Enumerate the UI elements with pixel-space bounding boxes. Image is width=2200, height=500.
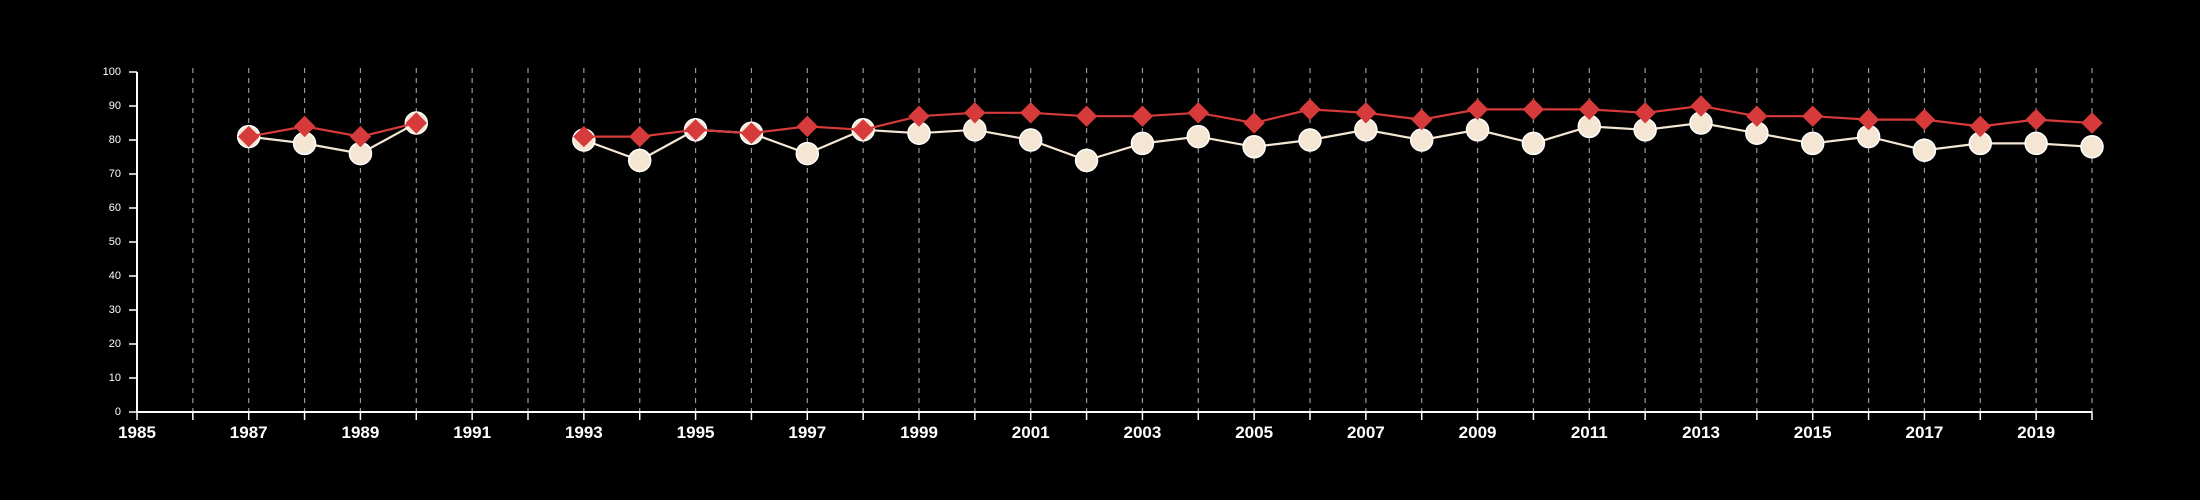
data-point bbox=[1411, 108, 1433, 131]
series-line bbox=[248, 122, 417, 155]
series-line bbox=[583, 104, 2093, 138]
data-point bbox=[1578, 98, 1600, 121]
data-point bbox=[1298, 128, 1322, 152]
data-point bbox=[796, 115, 818, 138]
data-point bbox=[1299, 98, 1321, 121]
data-point bbox=[2080, 135, 2104, 159]
data-point bbox=[2025, 108, 2047, 131]
data-point bbox=[1020, 102, 1042, 124]
x-tick-label: 2007 bbox=[1347, 423, 1385, 442]
data-point bbox=[740, 122, 763, 144]
data-point bbox=[1746, 105, 1768, 127]
y-tick-label: 70 bbox=[109, 168, 121, 180]
x-tick-label: 2005 bbox=[1235, 423, 1273, 442]
data-point bbox=[1074, 148, 1099, 173]
data-point bbox=[405, 112, 427, 134]
data-point bbox=[1913, 108, 1936, 131]
data-point bbox=[852, 119, 874, 141]
data-point bbox=[1969, 115, 1991, 138]
data-point bbox=[1802, 105, 1824, 127]
y-tick-label: 90 bbox=[109, 100, 121, 112]
x-tick-label: 1989 bbox=[342, 423, 380, 442]
x-tick-label: 2017 bbox=[1906, 423, 1944, 442]
data-point bbox=[1018, 128, 1043, 152]
y-tick-label: 50 bbox=[109, 236, 121, 248]
y-tick-label: 10 bbox=[109, 372, 121, 384]
data-point bbox=[1912, 138, 1937, 162]
series-0 bbox=[236, 111, 2104, 173]
data-point bbox=[908, 105, 930, 127]
data-point bbox=[1242, 135, 1266, 159]
data-point bbox=[1186, 124, 1211, 149]
data-point bbox=[1187, 102, 1209, 124]
x-tick-label: 2013 bbox=[1682, 423, 1720, 442]
data-point bbox=[1131, 105, 1154, 127]
y-tick-label: 100 bbox=[103, 66, 121, 78]
ticks: 0 10 20 30 40 50 60 70 80 90 100 1985 1987 1989 1991 19… bbox=[103, 66, 2093, 442]
x-tick-label: 1999 bbox=[900, 423, 938, 442]
data-point bbox=[1522, 98, 1545, 121]
data-point bbox=[1466, 98, 1489, 121]
data-point bbox=[1243, 112, 1265, 134]
x-tick-label: 1991 bbox=[453, 423, 491, 442]
y-tick-label: 0 bbox=[115, 406, 121, 418]
data-point bbox=[1690, 95, 1712, 117]
x-tick-label: 1995 bbox=[677, 423, 715, 442]
data-point bbox=[795, 141, 820, 166]
data-point bbox=[1075, 105, 1098, 127]
data-point bbox=[627, 148, 652, 173]
x-tick-label: 2019 bbox=[2017, 423, 2055, 442]
x-tick-label: 2001 bbox=[1012, 423, 1050, 442]
data-point bbox=[1465, 118, 1490, 142]
x-tick-label: 2015 bbox=[1794, 423, 1832, 442]
data-point bbox=[1857, 108, 1880, 131]
data-point bbox=[2024, 131, 2048, 156]
series-line bbox=[248, 121, 417, 138]
data-point bbox=[293, 115, 316, 138]
data-point bbox=[573, 125, 595, 148]
x-tick-label: 1985 bbox=[118, 423, 156, 442]
data-point bbox=[1409, 128, 1434, 152]
series-layer bbox=[236, 95, 2104, 173]
y-tick-label: 80 bbox=[109, 134, 121, 146]
x-tick-label: 1993 bbox=[565, 423, 603, 442]
data-point bbox=[1355, 102, 1377, 124]
y-tick-label: 30 bbox=[109, 304, 121, 316]
data-point bbox=[349, 125, 372, 148]
data-point bbox=[964, 102, 986, 124]
y-tick-label: 20 bbox=[109, 338, 121, 350]
data-point bbox=[1521, 131, 1546, 156]
data-point bbox=[1130, 131, 1155, 156]
y-tick-label: 40 bbox=[109, 270, 121, 282]
data-point bbox=[1634, 102, 1656, 124]
x-tick-label: 1997 bbox=[788, 423, 826, 442]
data-point bbox=[2081, 112, 2103, 134]
vertical-grid bbox=[192, 68, 2093, 412]
x-tick-label: 1987 bbox=[230, 423, 268, 442]
data-point bbox=[238, 125, 260, 148]
x-tick-label: 2011 bbox=[1571, 423, 1608, 442]
series-1 bbox=[238, 95, 2103, 148]
series-line bbox=[583, 121, 2093, 162]
data-point bbox=[684, 119, 707, 141]
data-point bbox=[629, 125, 651, 148]
x-tick-label: 2009 bbox=[1459, 423, 1497, 442]
data-point bbox=[1800, 131, 1825, 156]
x-tick-label: 2003 bbox=[1124, 423, 1162, 442]
axes bbox=[136, 72, 2092, 413]
y-tick-label: 60 bbox=[109, 202, 121, 214]
